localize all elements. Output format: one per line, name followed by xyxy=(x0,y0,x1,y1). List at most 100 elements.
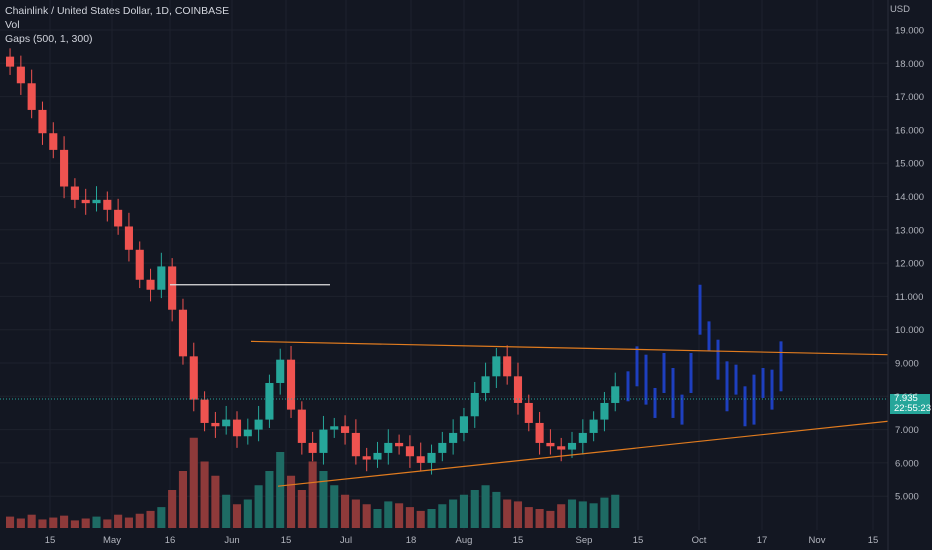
y-tick-label: 9.000 xyxy=(895,359,919,370)
currency-label[interactable]: USD xyxy=(889,4,910,15)
candle-body[interactable] xyxy=(265,382,274,420)
volume-bar xyxy=(341,494,350,528)
candle-body[interactable] xyxy=(513,376,523,403)
x-tick-label: 15 xyxy=(281,535,292,546)
candle-body[interactable] xyxy=(254,419,263,430)
candle-body[interactable] xyxy=(373,452,382,460)
candle-body[interactable] xyxy=(146,279,155,290)
candle-body[interactable] xyxy=(168,266,177,310)
candle-body[interactable] xyxy=(49,133,58,150)
volume-bar xyxy=(211,475,220,528)
candle-body[interactable] xyxy=(211,422,220,427)
candle-body[interactable] xyxy=(395,442,404,447)
candle-body[interactable] xyxy=(38,109,47,134)
x-tick-label: 16 xyxy=(165,535,176,546)
candle-body[interactable] xyxy=(503,356,512,377)
candle-body[interactable] xyxy=(27,83,36,110)
candle-body[interactable] xyxy=(578,432,587,443)
volume-bar xyxy=(308,461,317,528)
volume-bar xyxy=(459,494,468,528)
candle-body[interactable] xyxy=(351,432,360,457)
candle-body[interactable] xyxy=(492,356,501,377)
volume-bar xyxy=(330,485,339,528)
candle-body[interactable] xyxy=(416,456,425,463)
candle-body[interactable] xyxy=(330,426,339,430)
x-tick-label: 15 xyxy=(633,535,644,546)
candle-body[interactable] xyxy=(222,419,231,427)
volume-bar xyxy=(124,517,133,528)
candle-body[interactable] xyxy=(449,432,458,443)
volume-bar xyxy=(589,503,598,528)
candle-body[interactable] xyxy=(6,56,15,67)
candle-body[interactable] xyxy=(362,456,371,460)
candle-body[interactable] xyxy=(189,356,198,400)
volume-bar xyxy=(578,501,587,528)
volume-bar xyxy=(276,452,285,528)
candle-body[interactable] xyxy=(341,426,350,433)
candle-body[interactable] xyxy=(567,442,577,450)
y-tick-label: 17.000 xyxy=(895,92,924,103)
candle-body[interactable] xyxy=(276,359,285,383)
candle-body[interactable] xyxy=(405,446,414,457)
upper-trendline[interactable] xyxy=(250,340,889,356)
candle-body[interactable] xyxy=(308,442,317,453)
candle-body[interactable] xyxy=(297,409,306,443)
volume-bar xyxy=(470,490,479,528)
candle-body[interactable] xyxy=(438,442,447,453)
volume-legend[interactable]: Vol xyxy=(5,19,20,31)
candle-body[interactable] xyxy=(319,429,328,453)
y-tick-label: 16.000 xyxy=(895,125,924,136)
volume-bar xyxy=(114,514,123,528)
candle-body[interactable] xyxy=(546,442,555,447)
candle-body[interactable] xyxy=(232,419,242,437)
y-tick-label: 5.000 xyxy=(895,492,919,503)
candle-body[interactable] xyxy=(16,66,25,84)
volume-bar xyxy=(405,507,414,528)
candle-body[interactable] xyxy=(243,429,252,437)
volume-bar xyxy=(513,501,523,528)
indicator-legend[interactable]: Gaps (500, 1, 300) xyxy=(5,33,93,45)
candle-body[interactable] xyxy=(481,376,490,393)
volume-bar xyxy=(146,510,155,528)
volume-bar xyxy=(189,437,198,528)
candle-body[interactable] xyxy=(535,422,544,443)
candle-body[interactable] xyxy=(557,446,566,450)
countdown-timer: 22:55:23 xyxy=(894,403,931,414)
candle-body[interactable] xyxy=(524,402,533,423)
candle-body[interactable] xyxy=(124,226,133,250)
volume-bar xyxy=(222,494,231,528)
candle-body[interactable] xyxy=(60,149,69,187)
candle-body[interactable] xyxy=(427,452,436,463)
candle-body[interactable] xyxy=(600,402,609,420)
candle-body[interactable] xyxy=(470,392,479,417)
x-tick-label: Nov xyxy=(809,535,826,546)
volume-bar xyxy=(297,490,306,528)
volume-bar xyxy=(567,499,577,528)
volume-bar xyxy=(49,517,58,528)
volume-bar xyxy=(395,503,404,528)
volume-bar xyxy=(524,507,533,528)
candle-body[interactable] xyxy=(70,186,79,200)
candle-body[interactable] xyxy=(135,249,144,280)
candle-body[interactable] xyxy=(157,266,166,290)
y-tick-label: 18.000 xyxy=(895,59,924,70)
candle-body[interactable] xyxy=(286,359,296,410)
candle-body[interactable] xyxy=(384,442,393,453)
candle-body[interactable] xyxy=(589,419,598,433)
candle-body[interactable] xyxy=(81,199,90,204)
candle-body[interactable] xyxy=(103,199,112,210)
candle-body[interactable] xyxy=(459,416,468,433)
candle-body[interactable] xyxy=(200,399,209,423)
lower-trendline[interactable] xyxy=(277,420,889,487)
candle-body[interactable] xyxy=(611,386,620,403)
candle-body[interactable] xyxy=(178,309,188,357)
symbol-title[interactable]: Chainlink / United States Dollar, 1D, CO… xyxy=(5,5,230,17)
volume-bar xyxy=(373,509,382,528)
volume-bar xyxy=(200,461,209,528)
volume-bar xyxy=(503,499,512,528)
candle-body[interactable] xyxy=(92,199,101,204)
candle-body[interactable] xyxy=(114,209,123,227)
